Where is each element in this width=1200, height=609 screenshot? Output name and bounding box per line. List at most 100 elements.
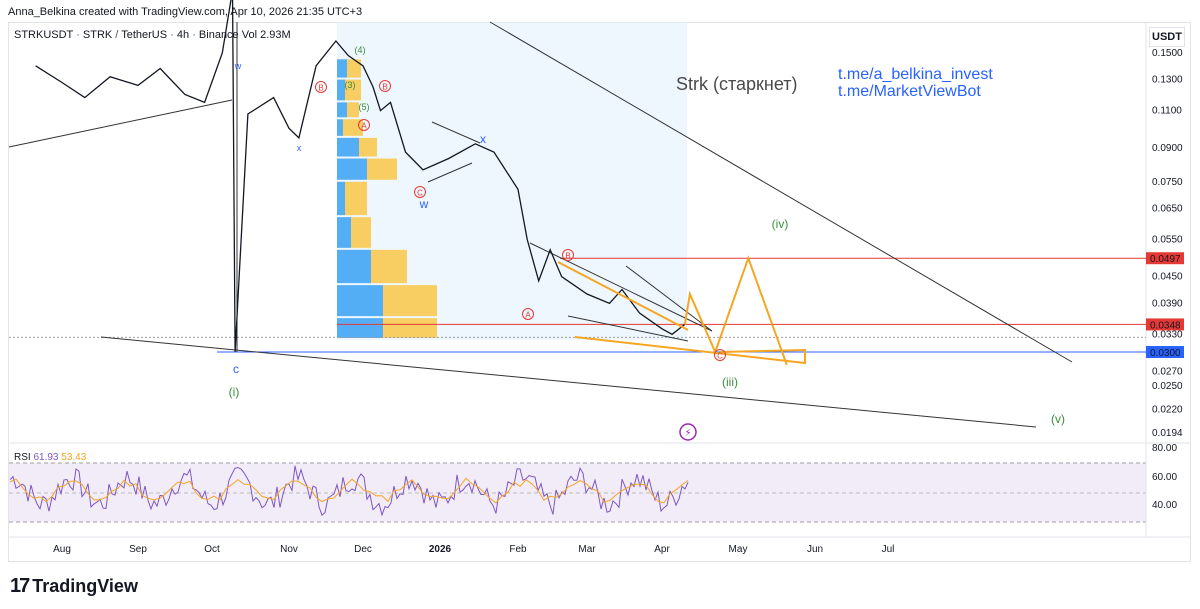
wedge-line <box>567 315 689 342</box>
wave-marker-letter: B <box>318 84 323 93</box>
price-tick: 0.0270 <box>1152 367 1183 378</box>
time-tick: May <box>729 544 748 555</box>
price-tick: 0.0650 <box>1152 203 1183 214</box>
volume-profile-sell <box>351 217 371 248</box>
time-tick: Mar <box>578 544 596 555</box>
price-level-label: 0.0300 <box>1150 348 1181 359</box>
volume-profile-buy <box>337 217 351 248</box>
price-tick: 0.1100 <box>1152 106 1182 117</box>
volume-profile-sell <box>343 119 363 136</box>
wave-label: c <box>233 362 239 376</box>
wave-label: w <box>419 197 429 211</box>
volume-profile-sell <box>383 285 437 317</box>
volume-profile-buy <box>337 318 383 338</box>
chart-attribution: Anna_Belkina created with TradingView.co… <box>8 6 363 18</box>
rsi-ma-line <box>9 477 689 504</box>
rsi-line <box>9 465 689 517</box>
wedge-line <box>625 265 713 332</box>
rsi-name: RSI <box>14 452 31 463</box>
price-tick: 0.0330 <box>1152 329 1183 340</box>
wave-marker-letter: B <box>382 83 387 92</box>
wave-marker-letter: C <box>717 352 723 361</box>
time-tick: Jul <box>882 544 895 555</box>
projection-path <box>683 255 788 366</box>
wave-marker-letter: C <box>417 189 423 198</box>
time-tick: Feb <box>509 544 527 555</box>
wave-marker-letter: B <box>565 252 570 261</box>
alert-icon <box>679 423 697 441</box>
wave-sub-label: (5) <box>359 102 370 112</box>
price-level-label: 0.0348 <box>1150 320 1181 331</box>
volume-profile-buy <box>337 119 343 136</box>
volume-profile-sell <box>347 59 361 78</box>
price-tick: 0.1300 <box>1152 75 1183 86</box>
wave-marker-circle <box>562 249 574 261</box>
wave-label: (i) <box>229 385 240 399</box>
price-tick: 0.0194 <box>1152 428 1183 439</box>
price-level-badge <box>1146 346 1184 359</box>
volume-profile-sell <box>383 318 437 338</box>
volume-profile-sell <box>359 137 377 157</box>
wave-sub-label: x <box>297 143 302 153</box>
volume-profile-sell <box>367 158 397 180</box>
symbol-info[interactable]: STRKUSDT · STRK / TetherUS · 4h · Binanc… <box>14 29 291 41</box>
price-level-badge <box>1146 252 1184 265</box>
price-tick: 0.0390 <box>1152 298 1183 309</box>
wave-marker-letter: A <box>361 122 367 131</box>
wave-label: (v) <box>1051 412 1065 426</box>
volume-readout: Vol 2.93M <box>241 29 291 41</box>
volume-profile-buy <box>337 59 347 78</box>
wave-marker-letter: A <box>525 311 531 320</box>
wedge-line <box>529 242 713 332</box>
channel-upper-line <box>489 21 1073 363</box>
exchange: Binance <box>198 29 239 41</box>
price-tick: 0.1500 <box>1152 48 1183 59</box>
trend-line <box>8 99 233 148</box>
wave-marker-circle <box>522 308 534 320</box>
wave-label: x <box>480 132 486 146</box>
wave-sub-label: w <box>234 61 242 71</box>
rsi-tick: 60.00 <box>1152 472 1177 483</box>
volume-profile-sell <box>347 102 359 118</box>
alert-bolt-icon: ⚡ <box>684 428 691 439</box>
time-tick: Jun <box>807 544 823 555</box>
volume-profile-sell <box>371 249 407 284</box>
price-level-badge <box>1146 318 1184 331</box>
wave-marker-circle <box>414 186 426 198</box>
rsi-ma-value: 53.43 <box>61 452 87 463</box>
volume-profile-buy <box>337 79 345 101</box>
interval: 4h <box>176 29 190 41</box>
price-series-line <box>35 0 686 353</box>
wave-marker-circle <box>714 349 726 361</box>
price-tick: 0.0900 <box>1152 143 1183 154</box>
price-tick: 0.0550 <box>1152 234 1183 245</box>
currency-badge[interactable]: USDT <box>1149 27 1185 47</box>
ticker: STRKUSDT <box>14 29 74 41</box>
volume-profile-buy <box>337 102 347 118</box>
wave-label: (iii) <box>722 375 738 389</box>
rsi-value: 61.93 <box>33 452 59 463</box>
wave-sub-label: (4) <box>355 45 366 55</box>
rsi-legend: RSI 61.93 53.43 <box>14 452 86 463</box>
rsi-tick: 80.00 <box>1152 443 1177 454</box>
wave-sub-label: (3) <box>345 80 356 90</box>
wave-marker-circle <box>358 119 370 131</box>
time-tick: Nov <box>280 544 298 555</box>
volume-profile-sell <box>345 181 367 216</box>
volume-profile-buy <box>337 181 345 216</box>
time-tick: 2026 <box>429 544 452 555</box>
wave-marker-circle <box>315 81 327 93</box>
chart-annotation-title: Strk (старкнет) <box>676 74 798 94</box>
price-tick: 0.0250 <box>1152 381 1183 392</box>
telegram-link-2[interactable]: t.me/MarketViewBot <box>838 83 981 100</box>
time-tick: Apr <box>654 544 670 555</box>
time-tick: Aug <box>53 544 71 555</box>
volume-profile-buy <box>337 158 367 180</box>
rsi-tick: 40.00 <box>1152 500 1177 511</box>
tradingview-logo[interactable]: 17 TradingView <box>10 575 138 598</box>
price-level-label: 0.0497 <box>1150 254 1181 265</box>
time-tick: Dec <box>354 544 372 555</box>
channel-lower-line <box>100 336 1037 428</box>
telegram-link-1[interactable]: t.me/a_belkina_invest <box>838 66 993 83</box>
